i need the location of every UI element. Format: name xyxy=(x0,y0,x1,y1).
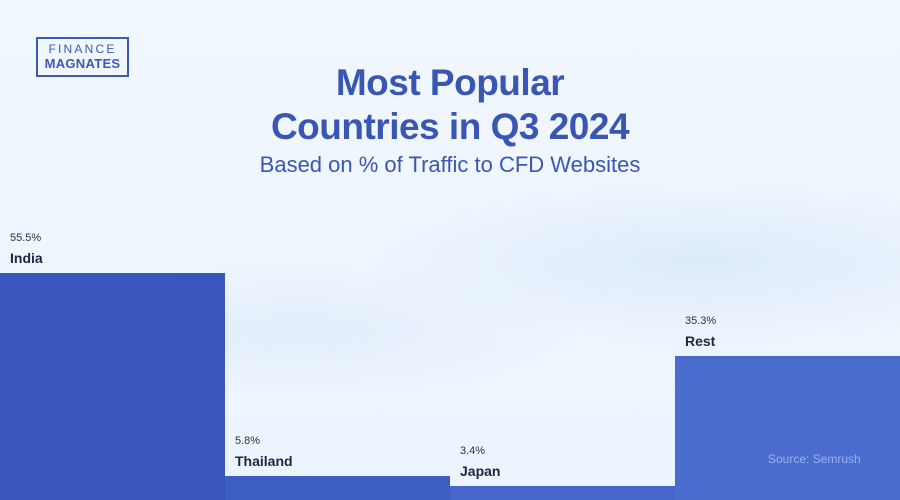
bar-value: 55.5% xyxy=(10,232,42,244)
bar-value: 3.4% xyxy=(460,445,486,457)
bar-thailand xyxy=(225,476,450,500)
bar-category: India xyxy=(10,250,43,266)
bar-label: 5.8% Thailand xyxy=(235,434,293,471)
bar-category: Japan xyxy=(460,463,501,479)
bar-label: 35.3% Rest xyxy=(685,314,716,351)
bar-india xyxy=(0,273,225,500)
bar-value: 35.3% xyxy=(685,315,717,327)
bar-japan xyxy=(450,486,675,500)
bar-rest xyxy=(675,356,900,500)
chart-title-line2: Countries in Q3 2024 xyxy=(270,106,630,147)
bar-value: 5.8% xyxy=(235,435,261,447)
logo-line1: FINANCE xyxy=(48,42,117,56)
bar-category: Rest xyxy=(685,333,716,349)
source-note: Source: Semrush xyxy=(768,452,861,466)
finance-magnates-logo: FINANCE MAGNATES xyxy=(36,37,129,77)
chart-title-line1: Most Popular xyxy=(335,62,565,103)
logo-line2: MAGNATES xyxy=(44,56,121,71)
bar-label: 55.5% India xyxy=(10,231,43,268)
chart-subtitle: Based on % of Traffic to CFD Websites xyxy=(259,152,641,177)
bar-category: Thailand xyxy=(235,453,293,469)
bar-label: 3.4% Japan xyxy=(460,444,500,481)
